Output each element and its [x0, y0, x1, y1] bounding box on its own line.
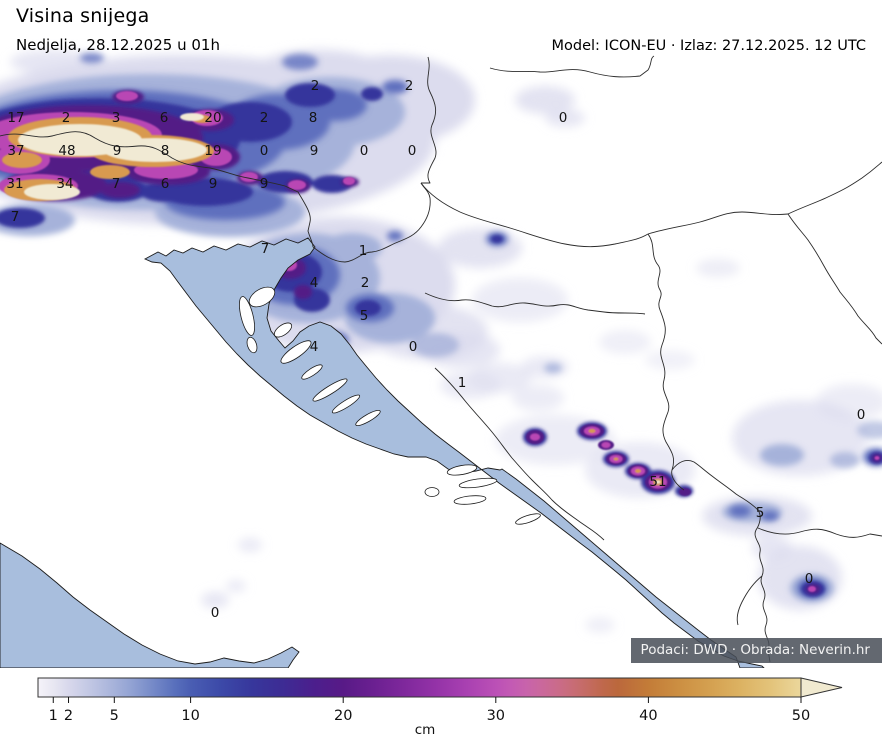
- station-value-label: 2: [405, 78, 414, 94]
- croatian-islands: [239, 286, 541, 525]
- colorbar-tick-labels: 1 2 5 10 20 30 40 50: [49, 708, 811, 724]
- station-value-label: 9: [310, 143, 319, 159]
- station-value-label: 1: [359, 243, 368, 259]
- page-subtitle: Nedjelja, 28.12.2025 u 01h: [16, 36, 220, 54]
- station-value-label: 48: [58, 143, 75, 159]
- colorbar-arrow: [800, 677, 843, 698]
- legend-area: 1 2 5 10 20 30 40 50 cm: [0, 668, 882, 752]
- station-value-label: 0: [857, 407, 866, 423]
- station-value-label: 37: [7, 143, 24, 159]
- station-value-label: 6: [160, 110, 169, 126]
- snow-spot-cluster: [526, 424, 691, 496]
- station-value-label: 0: [211, 605, 220, 621]
- station-value-label: 9: [260, 176, 269, 192]
- station-labels: 2 2 17 2 3 6 20 2 8 0 37 48 9 8 19 0 9 0 0 31 34 7 6 9 9 7 7 1 4 2 5 4 0…: [6, 78, 865, 621]
- colorbar: 1 2 5 10 20 30 40 50 cm: [37, 677, 843, 738]
- station-value-label: 1: [458, 375, 467, 391]
- colorbar-ticks: [52, 697, 802, 703]
- snow-layer-cream: [18, 113, 207, 200]
- unit-label: cm: [415, 722, 436, 738]
- station-value-label: 7: [11, 209, 20, 225]
- station-value-label: 8: [161, 143, 170, 159]
- station-value-label: 0: [260, 143, 269, 159]
- station-value-label: 7: [261, 241, 270, 257]
- station-value-label: 0: [408, 143, 417, 159]
- page-title: Visina snijega: [16, 5, 150, 27]
- station-value-label: 2: [62, 110, 71, 126]
- station-value-label: 51: [649, 474, 666, 490]
- station-value-label: 9: [113, 143, 122, 159]
- station-value-label: 0: [409, 339, 418, 355]
- colorbar-tick-label: 20: [334, 708, 352, 724]
- station-value-label: 0: [805, 571, 814, 587]
- tyrrhenian-sea: [0, 542, 300, 668]
- station-value-label: 31: [6, 176, 23, 192]
- station-value-label: 2: [260, 110, 269, 126]
- map-canvas: 2 2 17 2 3 6 20 2 8 0 37 48 9 8 19 0 9 0 0 31 34 7 6 9 9 7 7 1 4 2 5 4 0…: [0, 50, 882, 668]
- attribution-badge: Podaci: DWD · Obrada: Neverin.hr: [630, 638, 882, 663]
- model-info: Model: ICON-EU · Izlaz: 27.12.2025. 12 U…: [551, 38, 866, 54]
- colorbar-tick-label: 50: [792, 708, 810, 724]
- station-value-label: 17: [7, 110, 24, 126]
- station-value-label: 4: [310, 275, 319, 291]
- station-value-label: 2: [311, 78, 320, 94]
- station-value-label: 5: [360, 308, 369, 324]
- colorbar-tick-label: 30: [487, 708, 505, 724]
- station-value-label: 9: [209, 176, 218, 192]
- colorbar-tick-label: 10: [181, 708, 199, 724]
- colorbar-tick-label: 40: [639, 708, 657, 724]
- colorbar-tick-label: 5: [110, 708, 119, 724]
- station-value-label: 34: [56, 176, 73, 192]
- country-borders: [0, 55, 882, 663]
- station-value-label: 2: [361, 275, 370, 291]
- station-value-label: 0: [360, 143, 369, 159]
- map-area: 2 2 17 2 3 6 20 2 8 0 37 48 9 8 19 0 9 0 0 31 34 7 6 9 9 7 7 1 4 2 5 4 0…: [0, 5, 882, 668]
- station-value-label: 0: [559, 110, 568, 126]
- station-value-label: 7: [112, 176, 121, 192]
- colorbar-bar: [37, 677, 802, 698]
- station-value-label: 5: [756, 505, 765, 521]
- colorbar-tick-label: 1: [49, 708, 58, 724]
- station-value-label: 3: [112, 110, 121, 126]
- colorbar-tick-label: 2: [64, 708, 73, 724]
- station-value-label: 8: [309, 110, 318, 126]
- station-value-label: 20: [204, 110, 221, 126]
- station-value-label: 19: [204, 143, 221, 159]
- station-value-label: 6: [161, 176, 170, 192]
- station-value-label: 4: [310, 339, 319, 355]
